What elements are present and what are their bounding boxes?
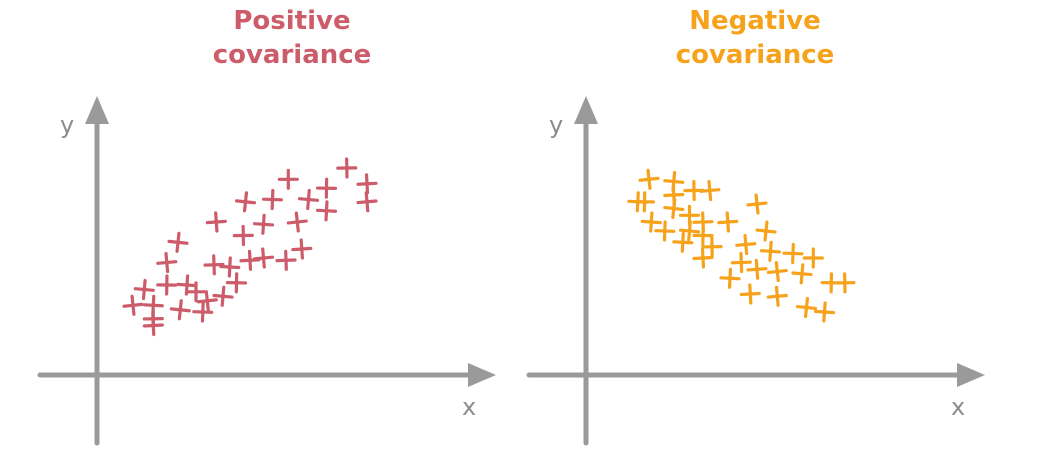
- positive-title-line-1: Positive: [233, 6, 351, 36]
- negative-data-point: [735, 233, 757, 256]
- positive-data-point: [336, 157, 358, 179]
- negative-title-line-2: covariance: [675, 40, 835, 70]
- y-axis: [574, 96, 598, 446]
- positive-data-point: [315, 200, 338, 222]
- x-axis: [526, 363, 985, 387]
- positive-data-point: [277, 168, 299, 190]
- positive-data-point: [205, 211, 227, 233]
- positive-data-point: [192, 301, 214, 323]
- positive-data-point: [169, 299, 191, 321]
- positive-data-point: [315, 177, 338, 199]
- positive-data-point: [356, 173, 378, 195]
- negative-data-point: [699, 179, 721, 202]
- positive-data-point: [212, 285, 234, 307]
- positive-covariance-plot: y x: [37, 96, 496, 446]
- negative-data-point: [633, 191, 656, 213]
- positive-data-points: [122, 157, 378, 337]
- y-axis: [85, 96, 109, 446]
- positive-data-point: [156, 274, 178, 296]
- positive-title-line-2: covariance: [212, 40, 372, 70]
- y-axis-label: y: [549, 111, 563, 139]
- negative-data-point: [746, 193, 768, 215]
- negative-data-point: [791, 263, 813, 285]
- positive-data-point: [239, 249, 261, 271]
- positive-data-point: [286, 211, 308, 233]
- negative-data-point: [802, 247, 824, 269]
- negative-data-point: [701, 236, 723, 258]
- positive-covariance-panel: Positive covariance y x: [0, 0, 518, 454]
- negative-data-point: [746, 258, 768, 280]
- positive-data-point: [167, 231, 189, 253]
- negative-data-points: [627, 168, 856, 323]
- negative-data-point: [739, 283, 761, 305]
- positive-covariance-title: Positive covariance: [172, 4, 412, 72]
- positive-data-point: [219, 256, 241, 278]
- positive-data-point: [234, 191, 257, 213]
- negative-data-point: [719, 267, 741, 289]
- positive-data-point: [232, 224, 254, 247]
- negative-data-point: [813, 301, 836, 323]
- x-axis-label: x: [951, 393, 965, 421]
- positive-data-point: [297, 188, 320, 211]
- positive-data-point: [275, 249, 297, 271]
- positive-data-point: [291, 238, 313, 260]
- y-axis-arrow: [574, 96, 598, 124]
- positive-data-point: [252, 247, 275, 269]
- positive-data-point: [356, 191, 378, 213]
- negative-data-point: [782, 242, 804, 265]
- positive-data-point: [261, 188, 284, 211]
- negative-data-point: [663, 197, 685, 220]
- negative-data-point: [717, 211, 739, 233]
- negative-data-point: [654, 220, 676, 242]
- negative-data-point: [834, 272, 856, 294]
- negative-data-point: [692, 224, 714, 247]
- negative-title-line-1: Negative: [689, 6, 821, 36]
- positive-data-point: [225, 272, 248, 294]
- negative-data-point: [766, 285, 788, 307]
- x-axis-label: x: [462, 393, 476, 421]
- positive-data-point: [252, 213, 275, 235]
- x-axis-arrow: [957, 363, 985, 387]
- positive-data-point: [142, 314, 164, 337]
- negative-covariance-panel: Negative covariance y x: [489, 0, 1007, 454]
- negative-covariance-title: Negative covariance: [635, 4, 875, 72]
- y-axis-arrow: [85, 96, 109, 124]
- x-axis: [37, 363, 496, 387]
- y-axis-label: y: [60, 111, 74, 139]
- negative-data-point: [638, 168, 660, 190]
- negative-data-point: [759, 240, 782, 262]
- positive-data-point: [156, 251, 178, 274]
- negative-data-point: [730, 251, 752, 274]
- positive-data-point: [203, 254, 225, 276]
- positive-data-point: [122, 294, 144, 316]
- negative-data-point: [755, 220, 777, 242]
- positive-data-point: [196, 290, 218, 312]
- negative-data-point: [672, 231, 694, 253]
- negative-data-point: [678, 220, 701, 242]
- negative-data-point: [795, 296, 818, 319]
- positive-data-point: [185, 281, 207, 303]
- negative-data-point: [640, 211, 662, 233]
- negative-covariance-plot: y x: [526, 96, 985, 446]
- negative-data-point: [766, 260, 788, 283]
- positive-data-point: [133, 278, 155, 301]
- x-axis-arrow: [468, 363, 496, 387]
- negative-data-point: [692, 247, 714, 269]
